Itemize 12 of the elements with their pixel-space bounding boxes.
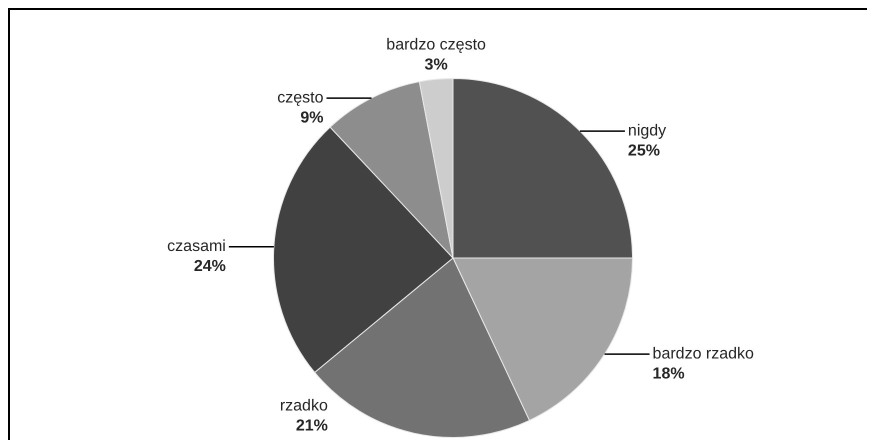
slice-label: często [277, 89, 324, 106]
data-label: 21% [296, 417, 328, 434]
data-label: 3% [424, 56, 448, 74]
data-label: 24% [194, 258, 226, 276]
slice-label: nigdy [628, 122, 666, 140]
data-label: 25% [628, 142, 660, 160]
data-label: 9% [300, 109, 324, 126]
slice-label: bardzo często [386, 36, 486, 54]
slice-label: bardzo rzadko [652, 346, 754, 363]
data-label: 18% [652, 366, 685, 383]
slice-label: rzadko [280, 397, 328, 414]
slice-label: czasami [167, 238, 226, 256]
